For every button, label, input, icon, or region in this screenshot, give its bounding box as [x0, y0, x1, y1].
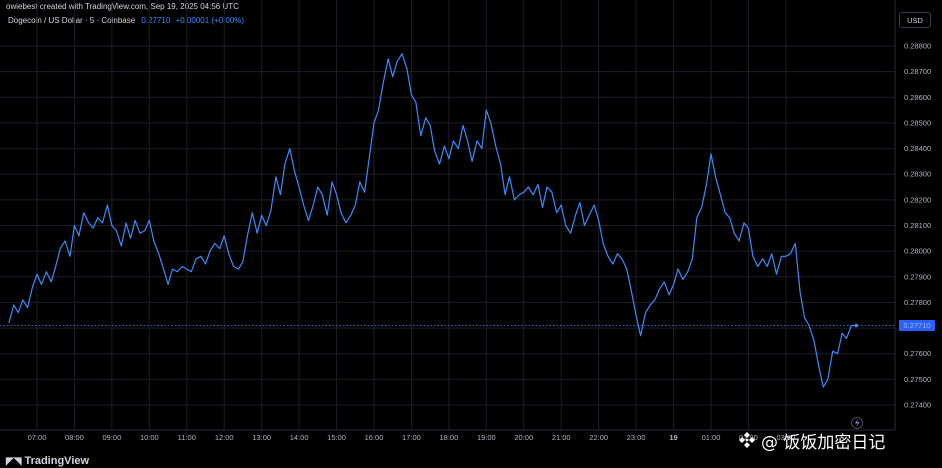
x-tick-label: 03:00 — [776, 433, 795, 442]
y-tick-label: 0.27800 — [904, 298, 931, 307]
watermark-at-icon: @ — [761, 433, 778, 453]
x-tick-label: 09:00 — [102, 433, 121, 442]
y-tick-label: 0.28100 — [904, 221, 931, 230]
y-tick-label: 0.27400 — [904, 401, 931, 410]
watermark-label: 饭饭加密日记 — [783, 433, 886, 453]
x-tick-label: 08:00 — [65, 433, 84, 442]
binance-logo-icon — [739, 432, 755, 448]
x-tick-label: 02:00 — [739, 433, 758, 442]
x-tick-label: 20:00 — [514, 433, 533, 442]
x-tick-label: 22:00 — [589, 433, 608, 442]
chart-credit: owiebest created with TradingView.com, S… — [6, 2, 239, 11]
y-tick-label: 0.28700 — [904, 67, 931, 76]
symbol-name[interactable]: Dogecoin / US Dollar · 5 · Coinbase — [8, 16, 136, 25]
y-tick-label: 0.28300 — [904, 170, 931, 179]
x-tick-label: 19:00 — [477, 433, 496, 442]
x-tick-label: 15:00 — [327, 433, 346, 442]
y-tick-label: 0.28600 — [904, 93, 931, 102]
x-axis[interactable]: 07:00 08:00 09:00 10:00 11:00 12:00 13:00 14:00… — [28, 433, 796, 442]
x-tick-label: 21:00 — [552, 433, 571, 442]
y-tick-label: 0.28200 — [904, 195, 931, 204]
current-price-label: 0.27710 — [899, 320, 935, 332]
x-tick-label: 13:00 — [252, 433, 271, 442]
symbol-legend: Dogecoin / US Dollar · 5 · Coinbase 0.27… — [8, 16, 244, 25]
last-price-dot — [854, 323, 859, 328]
x-tick-label: 14:00 — [290, 433, 309, 442]
x-tick-label: 17:00 — [402, 433, 421, 442]
lightning-icon[interactable] — [851, 417, 863, 429]
watermark-text: @ 饭饭加密日记 — [761, 428, 885, 453]
tradingview-logo[interactable]: ◤◥ TradingView — [6, 455, 89, 467]
y-tick-label: 0.27600 — [904, 349, 931, 358]
x-tick-label: 12:00 — [215, 433, 234, 442]
y-tick-label: 0.28500 — [904, 118, 931, 127]
x-tick-label: 18:00 — [439, 433, 458, 442]
x-tick-label: 01:00 — [702, 433, 721, 442]
current-price-label-text: 0.27710 — [903, 321, 930, 330]
x-tick-label: 11:00 — [178, 433, 196, 442]
tradingview-logo-text: TradingView — [24, 455, 90, 467]
y-tick-label: 0.28800 — [904, 42, 931, 51]
price-change: +0.00001 (+0.00%) — [175, 16, 245, 25]
currency-button[interactable]: USD — [899, 12, 931, 28]
grid-lines — [0, 0, 895, 430]
y-axis[interactable]: 0.274000.275000.276000.277000.278000.279… — [904, 42, 931, 410]
tradingview-logo-icon: ◤◥ — [6, 456, 22, 467]
y-tick-label: 0.28000 — [904, 247, 931, 256]
x-tick-label: 10:00 — [140, 433, 159, 442]
y-tick-label: 0.27900 — [904, 272, 931, 281]
y-tick-label: 0.28400 — [904, 144, 931, 153]
last-price: 0.27710 — [141, 16, 171, 25]
x-tick-label: 19 — [669, 433, 677, 442]
price-series-line — [8, 53, 857, 388]
x-tick-label: 16:00 — [365, 433, 384, 442]
y-tick-label: 0.27500 — [904, 375, 931, 384]
x-tick-label: 23:00 — [627, 433, 646, 442]
x-tick-label: 07:00 — [28, 433, 47, 442]
